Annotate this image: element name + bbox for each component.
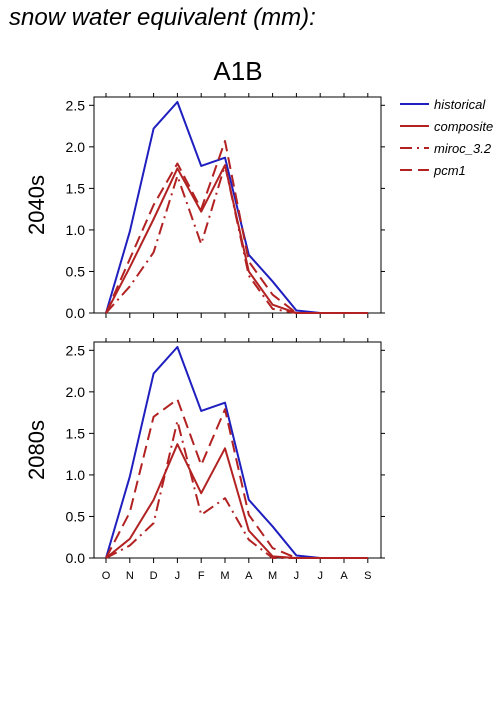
legend-label: historical <box>434 97 486 112</box>
plot-frame <box>93 341 382 559</box>
x-tick-label: F <box>198 570 205 582</box>
series-line-historical <box>105 100 368 314</box>
series-line-composite <box>105 164 368 314</box>
chart-panel-2080s: 0.0 0.5 1.0 1.5 2.0 2.5 O N D J F M A M J J A S 2080s <box>24 338 385 582</box>
y-tick-label: 2.0 <box>66 384 86 400</box>
x-tick-label: M <box>220 570 229 582</box>
y-tick-label: 1.5 <box>66 425 86 441</box>
chart-panel-2040s: 0.0 0.5 1.0 1.5 2.0 2.5 2040s <box>24 93 385 321</box>
x-tick-label: A <box>340 570 348 582</box>
y-axis-label: 2040s <box>24 175 49 235</box>
y-tick-label: 2.0 <box>66 139 86 155</box>
x-tick-label: J <box>317 570 323 582</box>
y-tick-label: 0.5 <box>66 263 86 279</box>
page-title: snow water equivalent (mm): <box>9 4 316 31</box>
x-tick-label: D <box>150 570 158 582</box>
series-line-miroc-3-2 <box>105 164 368 314</box>
legend-label: composite <box>434 119 493 134</box>
x-tick-label: N <box>126 570 134 582</box>
y-tick-label: 1.5 <box>66 180 86 196</box>
y-axis-label: 2080s <box>24 420 49 480</box>
y-tick-label: 0.0 <box>66 550 86 566</box>
y-tick-label: 2.5 <box>66 342 86 358</box>
plot-frame <box>93 96 382 314</box>
y-tick-label: 0.0 <box>66 305 86 321</box>
legend: historical composite miroc_3.2 pcm1 <box>400 97 493 178</box>
x-tick-label: J <box>294 570 300 582</box>
y-tick-label: 1.0 <box>66 467 86 483</box>
scenario-title: A1B <box>213 56 262 86</box>
series-line-pcm1 <box>105 140 368 314</box>
x-tick-label: A <box>245 570 253 582</box>
x-tick-label: S <box>364 570 371 582</box>
y-tick-label: 2.5 <box>66 97 86 113</box>
series-line-pcm1 <box>105 398 368 559</box>
y-tick-label: 0.5 <box>66 508 86 524</box>
x-tick-label: J <box>175 570 181 582</box>
y-tick-label: 1.0 <box>66 222 86 238</box>
legend-label: miroc_3.2 <box>434 141 492 156</box>
x-tick-label: O <box>102 570 111 582</box>
x-tick-label: M <box>268 570 277 582</box>
legend-label: pcm1 <box>433 163 466 178</box>
